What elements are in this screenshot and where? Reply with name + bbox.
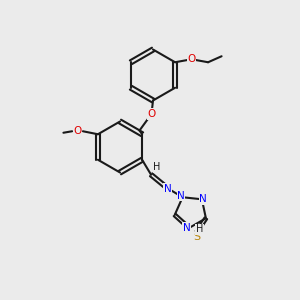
Text: H: H: [196, 224, 203, 234]
Text: H: H: [153, 162, 161, 172]
Text: N: N: [164, 184, 172, 194]
Text: N: N: [183, 223, 190, 233]
Text: N: N: [200, 194, 207, 204]
Text: N: N: [177, 191, 185, 201]
Text: S: S: [193, 232, 200, 242]
Text: O: O: [188, 54, 196, 64]
Text: O: O: [74, 126, 82, 136]
Text: O: O: [147, 109, 156, 119]
Text: O: O: [74, 126, 82, 136]
